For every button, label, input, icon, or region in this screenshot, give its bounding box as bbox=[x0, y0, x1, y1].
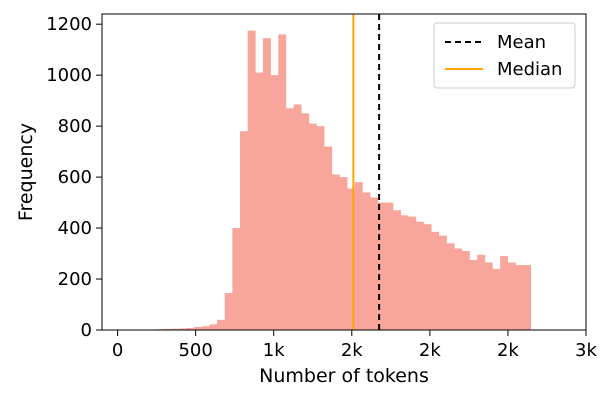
x-tick-label: 2k bbox=[419, 340, 441, 361]
histogram-bar bbox=[209, 324, 218, 330]
reference-lines bbox=[352, 14, 381, 330]
histogram-bar bbox=[515, 265, 524, 330]
histogram-bar bbox=[431, 231, 440, 330]
histogram-bar bbox=[477, 254, 486, 330]
y-tick-label: 1000 bbox=[46, 65, 92, 86]
histogram-bar bbox=[461, 251, 470, 330]
histogram-bar bbox=[270, 75, 279, 330]
histogram-bar bbox=[393, 210, 401, 330]
y-axis-ticks: 0 200 400 600 800 1000 1200 bbox=[46, 14, 102, 341]
histogram-bar bbox=[224, 293, 233, 330]
histogram-bar bbox=[232, 228, 241, 330]
y-axis-label: Frequency bbox=[15, 123, 37, 221]
x-tick-label: 500 bbox=[178, 340, 212, 361]
histogram-bar bbox=[201, 326, 210, 330]
histogram-bar bbox=[507, 262, 516, 330]
histogram-bar bbox=[492, 268, 501, 330]
x-axis-ticks: 0 500 1k 2k 2k 2k 3k bbox=[112, 330, 598, 361]
legend: Mean Median bbox=[433, 22, 576, 89]
histogram-bar bbox=[178, 328, 187, 330]
y-tick-label: 200 bbox=[58, 269, 92, 290]
y-tick-label: 600 bbox=[58, 167, 92, 188]
histogram-bar bbox=[500, 256, 509, 330]
y-tick-label: 400 bbox=[58, 218, 92, 239]
histogram-bar bbox=[278, 34, 287, 330]
histogram-bar bbox=[446, 243, 455, 330]
histogram-bar bbox=[339, 177, 348, 330]
histogram-bar bbox=[262, 38, 271, 331]
histogram-bar bbox=[347, 188, 356, 330]
x-tick-label: 2k bbox=[341, 340, 363, 361]
histogram-bar bbox=[400, 215, 409, 330]
x-tick-label: 3k bbox=[575, 340, 597, 361]
histogram-bar bbox=[354, 182, 363, 330]
y-tick-label: 0 bbox=[81, 320, 92, 341]
histogram-bars bbox=[140, 30, 532, 331]
y-tick-label: 800 bbox=[58, 116, 92, 137]
histogram-bar bbox=[186, 327, 195, 330]
axes bbox=[101, 13, 587, 331]
legend-box bbox=[433, 22, 576, 89]
histogram-bar bbox=[324, 146, 333, 330]
y-tick-label: 1200 bbox=[46, 14, 92, 35]
x-tick-label: 1k bbox=[263, 340, 285, 361]
histogram-bar bbox=[194, 326, 203, 330]
histogram-bar bbox=[484, 262, 493, 330]
histogram-bar bbox=[247, 30, 256, 331]
histogram-bar bbox=[408, 216, 417, 330]
histogram-bar bbox=[301, 113, 310, 330]
plot-frame bbox=[101, 13, 587, 331]
histogram-bar bbox=[415, 221, 424, 330]
histogram-bar bbox=[454, 248, 463, 330]
histogram-bar bbox=[370, 197, 379, 330]
histogram-bar bbox=[163, 328, 172, 330]
histogram-bar bbox=[293, 104, 302, 330]
histogram-bar bbox=[316, 126, 325, 330]
histogram-bar bbox=[385, 202, 394, 330]
histogram-bar bbox=[331, 174, 340, 330]
legend-median-label: Median bbox=[497, 59, 562, 80]
histogram-bar bbox=[423, 224, 432, 330]
histogram-bar bbox=[171, 328, 180, 330]
x-tick-label: 2k bbox=[497, 340, 519, 361]
histogram-bar bbox=[523, 265, 532, 330]
histogram-bar bbox=[217, 319, 226, 330]
histogram-bar bbox=[377, 202, 386, 330]
histogram-bar bbox=[255, 72, 264, 331]
x-tick-label: 0 bbox=[112, 340, 123, 361]
legend-mean-label: Mean bbox=[497, 32, 546, 53]
histogram-bar bbox=[240, 131, 248, 330]
histogram-bar bbox=[362, 192, 371, 330]
histogram-bar bbox=[469, 259, 478, 330]
histogram-bar bbox=[285, 108, 294, 330]
x-axis-label: Number of tokens bbox=[259, 365, 429, 387]
histogram-bar bbox=[438, 235, 447, 330]
histogram-bar bbox=[308, 123, 317, 330]
